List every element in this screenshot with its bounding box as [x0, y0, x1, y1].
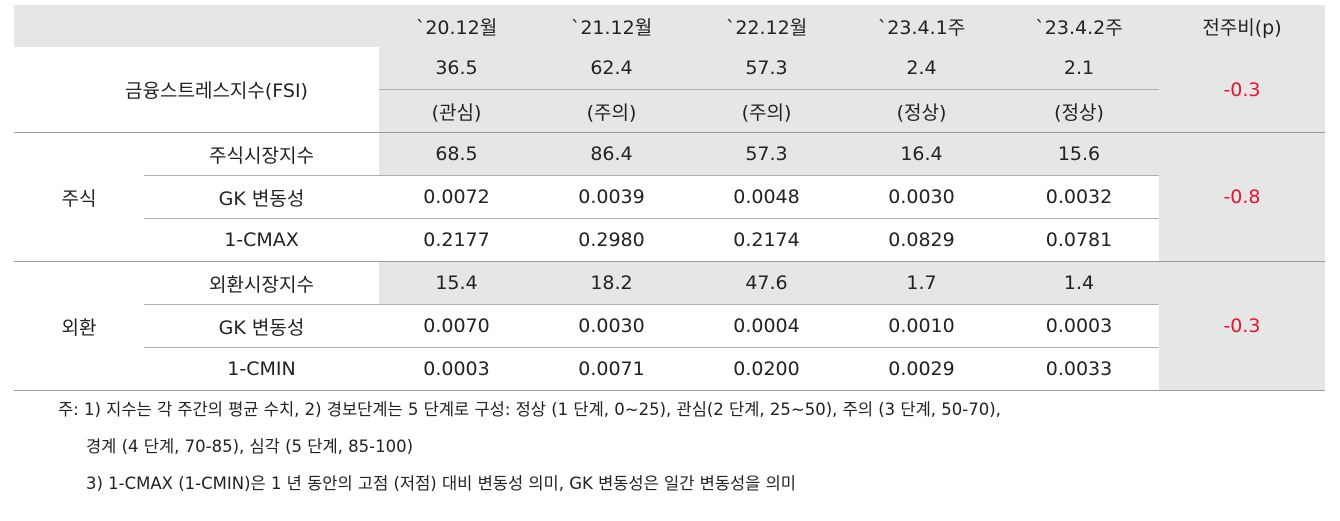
stock-change: -0.8 — [1159, 132, 1325, 262]
footnote-line: 3) 1-CMAX (1-CMIN)은 1 년 동안의 고점 (저점) 대비 변… — [86, 474, 796, 493]
cell: 47.6 — [689, 261, 844, 305]
footnote-line: 경계 (4 단계, 70-85), 심각 (5 단계, 85-100) — [86, 437, 414, 456]
header-col: `23.4.1주 — [844, 5, 999, 47]
footnotes: 주: 1) 지수는 각 주간의 평균 수치, 2) 경보단계는 5 단계로 구성… — [58, 395, 1001, 506]
fsi-value-row: 금융스트레스지수(FSI) 36.5 62.4 57.3 2.4 2.1 -0.… — [14, 47, 1325, 133]
cell: 0.0004 — [689, 304, 844, 348]
fsi-level: (정상) — [844, 89, 999, 133]
stock-row-index: 주식 주식시장지수 68.5 86.4 57.3 16.4 15.6 -0.8 — [14, 132, 1325, 262]
cell: 0.0030 — [844, 175, 999, 219]
fsi-level: (주의) — [689, 89, 844, 133]
fsi-value: 36.5 — [379, 47, 534, 90]
cell: 0.0829 — [844, 218, 999, 262]
cell: 1.4 — [999, 261, 1159, 305]
row-label: 1-CMIN — [144, 347, 379, 391]
cell: 0.0029 — [844, 347, 999, 391]
header-col-change: 전주비(p) — [1159, 5, 1325, 47]
header-col: `21.12월 — [534, 5, 689, 47]
cell: 0.0010 — [844, 304, 999, 348]
cell: 0.0200 — [689, 347, 844, 391]
fx-row-index: 외환 외환시장지수 15.4 18.2 47.6 1.7 1.4 -0.3 — [14, 261, 1325, 391]
fx-row-cmin: 1-CMIN 0.0003 0.0071 0.0200 0.0029 0.003… — [14, 347, 1325, 391]
cell: 0.0072 — [379, 175, 534, 219]
fsi-level-row: (관심) (주의) (주의) (정상) (정상) — [14, 89, 1325, 133]
fsi-value: 57.3 — [689, 47, 844, 90]
cell: 86.4 — [534, 132, 689, 176]
header-col: `22.12월 — [689, 5, 844, 47]
fsi-value: 2.1 — [999, 47, 1159, 90]
header-col: `23.4.2주 — [999, 5, 1159, 47]
fx-change: -0.3 — [1159, 261, 1325, 391]
cell: 0.0032 — [999, 175, 1159, 219]
header-col: `20.12월 — [379, 5, 534, 47]
row-label: 외환시장지수 — [144, 261, 379, 305]
financial-stress-table: `20.12월 `21.12월 `22.12월 `23.4.1주 `23.4.2… — [14, 5, 1325, 391]
row-label: 주식시장지수 — [144, 132, 379, 176]
fsi-value: 62.4 — [534, 47, 689, 90]
footnote-line: 주: 1) 지수는 각 주간의 평균 수치, 2) 경보단계는 5 단계로 구성… — [58, 400, 1001, 419]
row-label: GK 변동성 — [144, 175, 379, 219]
cell: 57.3 — [689, 132, 844, 176]
cell: 0.0030 — [534, 304, 689, 348]
fsi-level: (정상) — [999, 89, 1159, 133]
fsi-change: -0.3 — [1159, 47, 1325, 133]
stock-group-label: 주식 — [14, 132, 144, 262]
fsi-value: 2.4 — [844, 47, 999, 90]
cell: 0.2177 — [379, 218, 534, 262]
cell: 0.0039 — [534, 175, 689, 219]
cell: 0.0003 — [379, 347, 534, 391]
fx-row-gk: GK 변동성 0.0070 0.0030 0.0004 0.0010 0.000… — [14, 304, 1325, 348]
cell: 1.7 — [844, 261, 999, 305]
cell: 16.4 — [844, 132, 999, 176]
fsi-label: 금융스트레스지수(FSI) — [14, 47, 379, 133]
cell: 0.2174 — [689, 218, 844, 262]
header-row: `20.12월 `21.12월 `22.12월 `23.4.1주 `23.4.2… — [14, 5, 1325, 47]
row-label: GK 변동성 — [144, 304, 379, 348]
cell: 68.5 — [379, 132, 534, 176]
fx-group-label: 외환 — [14, 261, 144, 391]
row-label: 1-CMAX — [144, 218, 379, 262]
cell: 18.2 — [534, 261, 689, 305]
cell: 15.4 — [379, 261, 534, 305]
stock-row-gk: GK 변동성 0.0072 0.0039 0.0048 0.0030 0.003… — [14, 175, 1325, 219]
header-blank — [14, 5, 379, 47]
cell: 0.0048 — [689, 175, 844, 219]
cell: 0.0071 — [534, 347, 689, 391]
cell: 0.2980 — [534, 218, 689, 262]
fsi-level: (주의) — [534, 89, 689, 133]
cell: 0.0070 — [379, 304, 534, 348]
stock-row-cmax: 1-CMAX 0.2177 0.2980 0.2174 0.0829 0.078… — [14, 218, 1325, 262]
fsi-level: (관심) — [379, 89, 534, 133]
cell: 0.0033 — [999, 347, 1159, 391]
cell: 0.0003 — [999, 304, 1159, 348]
cell: 15.6 — [999, 132, 1159, 176]
cell: 0.0781 — [999, 218, 1159, 262]
